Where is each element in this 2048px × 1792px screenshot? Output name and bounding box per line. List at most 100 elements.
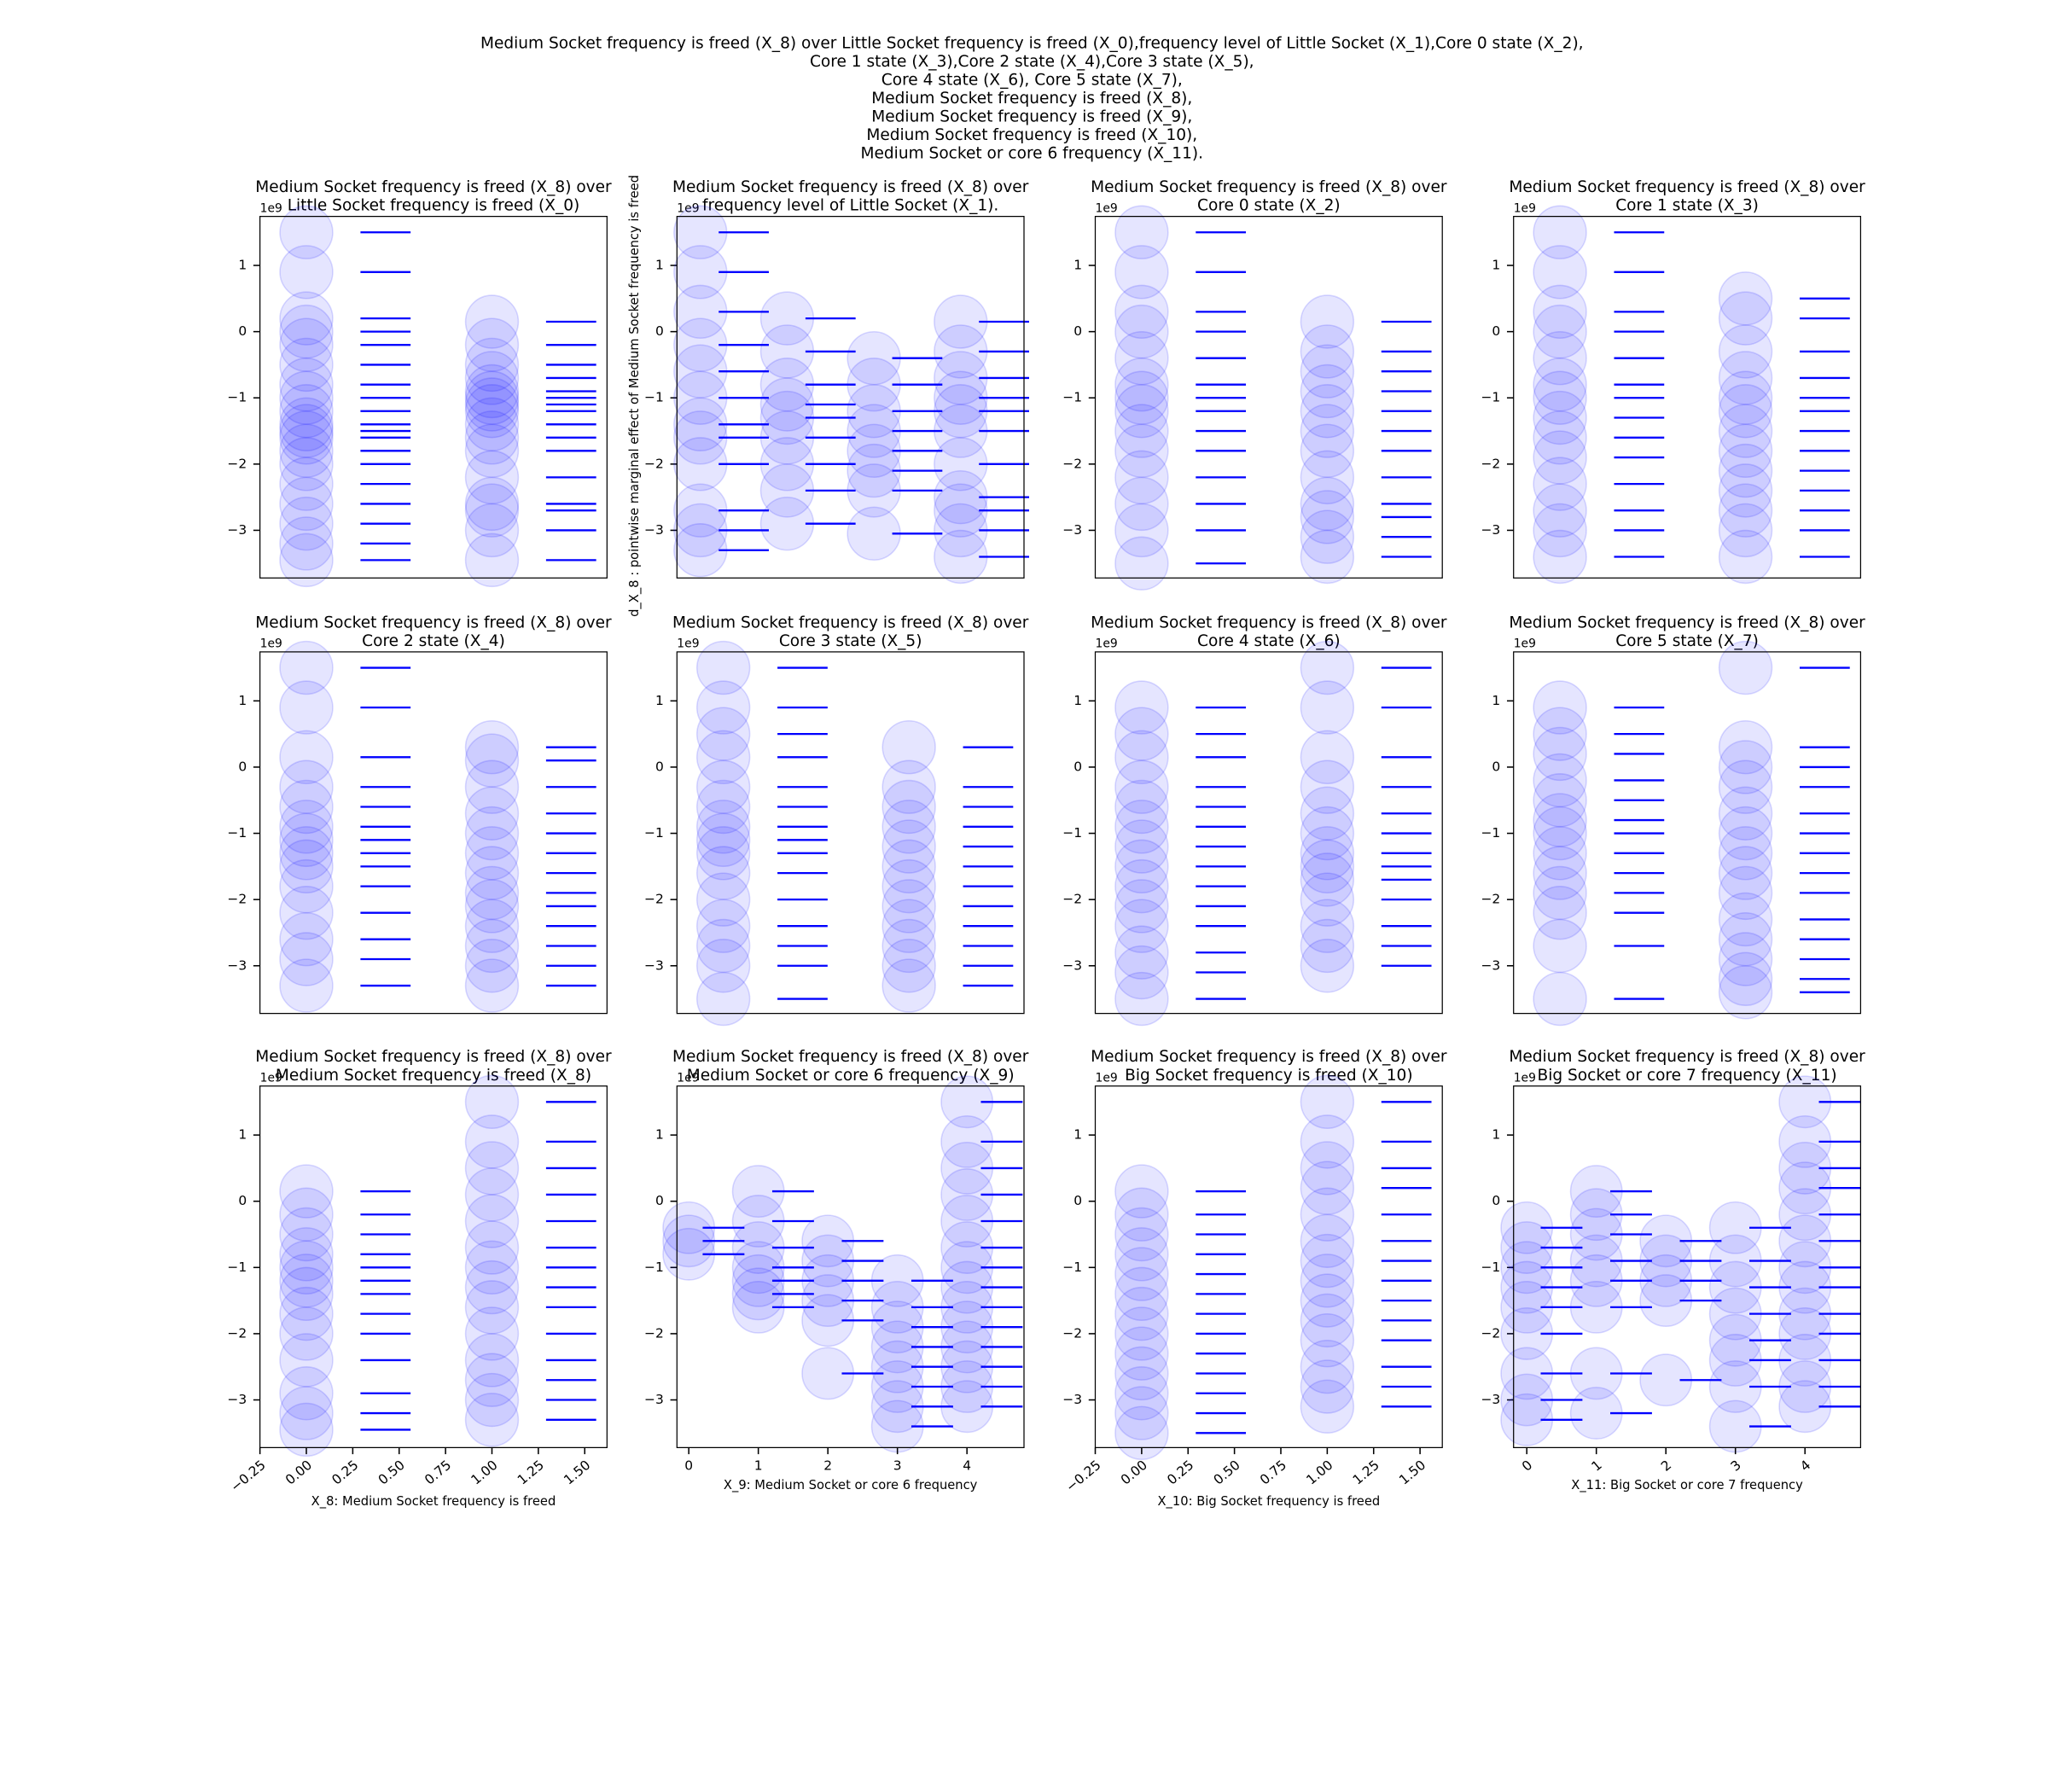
point: [279, 516, 334, 571]
panel-title: Big Socket frequency is freed (X_10): [1125, 1067, 1412, 1085]
point: [1533, 971, 1587, 1027]
point: [279, 397, 334, 451]
point: [1533, 846, 1587, 900]
point: [1718, 846, 1773, 900]
point: [464, 423, 520, 479]
panel-title: Medium Socket frequency is freed (X_8) o…: [255, 1048, 612, 1066]
point: [279, 1187, 334, 1242]
point: [279, 1366, 334, 1421]
point: [1114, 839, 1169, 894]
point: [695, 872, 751, 927]
point: [1300, 806, 1355, 861]
point: [464, 503, 520, 558]
point: [881, 899, 936, 953]
point: [279, 1227, 334, 1282]
point: [279, 337, 334, 393]
y-tick-label: 1: [1492, 693, 1500, 708]
point: [1114, 1346, 1169, 1401]
point: [1533, 826, 1587, 881]
point: [1300, 730, 1355, 785]
point: [1300, 1233, 1355, 1289]
y-tick-label: −1: [1062, 1260, 1082, 1275]
points: [695, 640, 936, 1027]
point: [1114, 370, 1169, 425]
point: [279, 532, 334, 588]
panel-title: Medium Socket frequency is freed (X_8) o…: [1509, 614, 1865, 631]
point: [1533, 390, 1587, 445]
y-tick-label: −3: [1481, 1392, 1500, 1407]
point: [279, 457, 334, 511]
y-offset-label: 1e9: [677, 637, 699, 651]
x-tick-label: 3: [893, 1458, 902, 1474]
point: [1300, 1114, 1355, 1169]
point: [464, 939, 520, 993]
point: [1300, 476, 1355, 532]
point: [279, 1164, 334, 1219]
point: [1114, 476, 1169, 532]
panel-title: Medium Socket frequency is freed (X_8) o…: [672, 1048, 1029, 1066]
point: [1114, 503, 1169, 558]
point: [279, 1402, 334, 1457]
point: [881, 800, 936, 854]
panel-title: Core 1 state (X_3): [1615, 197, 1759, 215]
point: [1533, 430, 1587, 485]
y-tick-label: −1: [1481, 1260, 1500, 1275]
point: [1300, 384, 1355, 439]
axes-frame: [1513, 215, 1862, 579]
panel-title: Core 2 state (X_4): [362, 632, 505, 650]
point: [1114, 1286, 1169, 1341]
point: [1718, 932, 1773, 986]
y-tick-label: −1: [644, 1260, 664, 1275]
point: [1718, 806, 1773, 861]
point: [279, 410, 334, 465]
y-tick-label: 1: [1073, 1127, 1082, 1143]
point: [1114, 819, 1169, 874]
point: [1300, 872, 1355, 927]
point: [1114, 423, 1169, 479]
y-offset-label: 1e9: [1096, 1071, 1118, 1085]
point: [1114, 925, 1169, 980]
y-tick-label: 0: [655, 1193, 664, 1208]
point: [279, 317, 334, 372]
point: [1718, 640, 1773, 695]
point: [464, 1306, 520, 1361]
point: [1300, 529, 1355, 585]
point: [279, 1286, 334, 1341]
y-tick-label: 1: [655, 693, 664, 708]
point: [1533, 806, 1587, 861]
point: [1533, 793, 1587, 847]
point: [1718, 965, 1773, 1020]
point: [1718, 719, 1773, 775]
point: [1533, 918, 1587, 974]
y-tick-label: −2: [644, 1325, 664, 1341]
y-tick-label: 1: [655, 1127, 664, 1143]
y-tick-label: 1: [238, 1127, 247, 1143]
point: [1718, 443, 1773, 498]
point: [1300, 490, 1355, 544]
point: [279, 958, 334, 1013]
point: [464, 846, 520, 900]
x-axis-label: X_8: Medium Socket frequency is freed: [311, 1494, 556, 1509]
point: [1718, 951, 1773, 1006]
point: [1718, 529, 1773, 585]
point: [695, 899, 751, 953]
x-axis-label: X_9: Medium Socket or core 6 frequency: [724, 1478, 978, 1492]
point: [881, 839, 936, 894]
point: [1114, 779, 1169, 835]
point: [1533, 885, 1587, 940]
point: [1300, 1273, 1355, 1328]
point: [1114, 879, 1169, 934]
point: [1718, 463, 1773, 518]
point: [1718, 786, 1773, 841]
point: [464, 450, 520, 505]
point: [1300, 324, 1355, 379]
axes-frame: [1094, 651, 1443, 1015]
point: [279, 839, 334, 894]
point: [1718, 826, 1773, 881]
point: [1114, 330, 1169, 386]
panel-title: Big Socket or core 7 frequency (X_11): [1537, 1067, 1836, 1085]
axes-frame: [1094, 215, 1443, 579]
point: [1300, 294, 1355, 349]
point: [1300, 1340, 1355, 1394]
points: [673, 205, 988, 585]
